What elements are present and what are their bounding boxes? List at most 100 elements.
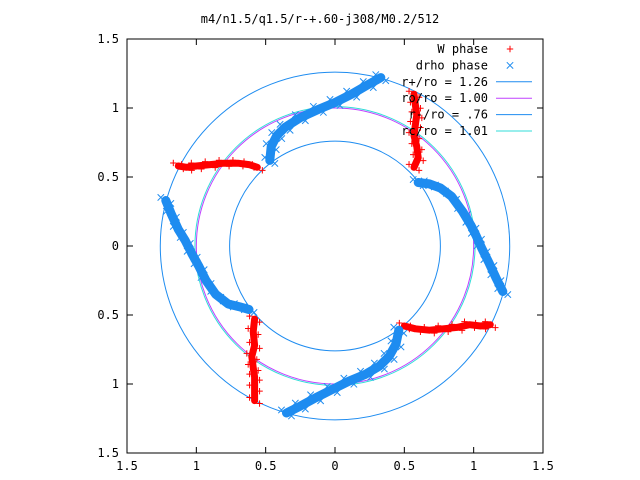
data-point-1-2-1-a <box>387 337 395 345</box>
data-point-1-1-6-b <box>477 235 485 243</box>
data-point-1-3-5-b <box>200 266 208 274</box>
data-point-1-3-2-a <box>219 297 227 305</box>
data-point-1-1-7-a <box>473 242 481 250</box>
data-point-1-3-6-b <box>193 253 201 261</box>
data-point-0-1-7-a <box>170 159 177 167</box>
data-point-1-0-8-a <box>359 77 367 86</box>
point-series-0 <box>170 88 499 407</box>
data-point-1-2-8-b <box>301 405 309 413</box>
data-point-1-1-1-b <box>430 183 438 191</box>
data-point-1-0-9-b <box>382 77 390 85</box>
data-point-1-1-7-b <box>483 248 491 256</box>
data-point-0-1-0-a <box>249 161 256 168</box>
data-point-1-2-6-a <box>323 382 331 391</box>
data-point-1-3-4-a <box>197 273 205 282</box>
circle-series-2 <box>229 140 441 352</box>
y-tick-label-0: 1.5 <box>97 32 119 46</box>
data-point-1-0-0-b <box>271 159 279 167</box>
legend-marker-0 <box>506 45 514 53</box>
data-point-0-0-4-a <box>405 129 413 136</box>
data-point-1-1-0-a <box>409 175 417 184</box>
data-point-0-1-6-a <box>178 161 185 168</box>
data-point-0-1-5-a <box>188 159 195 167</box>
data-point-0-3-6-b <box>482 325 489 333</box>
data-point-0-1-7-b <box>180 165 187 173</box>
data-point-0-0-3-a <box>407 118 414 125</box>
arc-band-0-3 <box>400 321 494 334</box>
data-point-0-0-7-b <box>415 167 423 174</box>
legend-label-3: ro/ro = 1.00 <box>401 91 488 105</box>
data-point-1-0-6-a <box>326 95 334 104</box>
data-point-0-0-2-a <box>408 108 416 116</box>
y-tick-label-1: 1 <box>112 101 119 115</box>
data-point-1-2-0-b <box>400 329 408 337</box>
ticks-layer: 1.5 1 0.5 0 0.5 1 1.51.510.500.511.5 <box>97 32 554 473</box>
data-point-0-2-2-a <box>246 339 253 346</box>
data-point-0-2-7-b <box>256 400 263 407</box>
data-point-0-0-1-b <box>417 105 424 112</box>
data-point-1-1-10-a <box>494 284 502 293</box>
data-point-1-3-0-a <box>240 302 248 311</box>
data-point-0-3-3-a <box>434 322 442 329</box>
data-point-1-1-3-b <box>452 195 461 203</box>
data-point-1-0-6-b <box>336 101 344 110</box>
points-layer <box>157 71 512 420</box>
data-point-1-1-10-b <box>504 290 512 299</box>
y-tick-label-6: 1.5 <box>97 446 119 460</box>
y-tick-label-3: 0 <box>112 239 119 253</box>
data-point-1-3-9-a <box>162 207 170 215</box>
data-point-1-3-0-b <box>250 308 258 317</box>
data-point-0-0-7-a <box>405 161 413 168</box>
legend-label-1: drho phase <box>416 58 488 72</box>
data-point-1-2-3-a <box>370 359 378 367</box>
data-point-1-2-1-b <box>397 343 405 351</box>
data-point-1-0-7-a <box>343 87 351 95</box>
arc-band-1-3 <box>161 196 254 314</box>
data-point-1-1-2-b <box>441 187 449 195</box>
arc-band-1-0 <box>265 73 386 165</box>
data-point-1-2-6-b <box>333 388 341 397</box>
data-point-0-1-2-a <box>229 157 237 164</box>
x-tick-label-2: 0.5 <box>255 459 277 473</box>
data-point-0-1-4-a <box>202 158 209 165</box>
data-point-1-2-4-a <box>356 367 365 375</box>
x-tick-label-5: 1 <box>470 459 477 473</box>
data-point-1-0-5-a <box>309 102 317 110</box>
data-point-0-3-3-b <box>444 328 452 335</box>
data-point-1-3-8-b <box>179 228 187 236</box>
data-point-0-3-0-a <box>396 319 403 327</box>
data-point-0-2-6-b <box>256 387 263 395</box>
data-point-1-1-9-a <box>487 271 495 279</box>
x-tick-label-0: 1.5 <box>116 459 138 473</box>
data-point-0-0-5-b <box>418 146 426 153</box>
data-point-1-3-4-b <box>207 279 215 288</box>
data-point-1-3-10-a <box>157 193 165 202</box>
x-tick-label-4: 0.5 <box>393 459 415 473</box>
data-point-1-0-4-a <box>291 111 299 119</box>
data-point-1-3-7-b <box>186 239 194 248</box>
data-point-0-3-1-a <box>407 322 414 329</box>
legend-label-5: rc/ro = 1.01 <box>401 124 488 138</box>
data-point-1-2-3-b <box>380 365 388 373</box>
data-point-0-2-0-a <box>246 312 253 320</box>
data-point-0-1-1-b <box>250 164 258 171</box>
data-point-1-3-10-b <box>167 199 175 208</box>
data-point-0-0-2-b <box>418 114 426 122</box>
chart-title: m4/n1.5/q1.5/r-+.60-j308/M0.2/512 <box>201 12 439 26</box>
data-point-1-3-7-a <box>176 233 184 242</box>
data-point-0-1-3-b <box>225 163 233 170</box>
data-point-0-3-7-b <box>492 324 499 331</box>
data-point-1-0-5-b <box>319 108 327 116</box>
data-point-1-2-9-b <box>287 412 296 420</box>
data-point-0-2-4-b <box>254 367 262 374</box>
data-point-0-2-5-b <box>256 376 263 384</box>
data-point-0-3-4-a <box>448 321 456 328</box>
x-tick-label-3: 0 <box>331 459 338 473</box>
data-point-0-1-0-b <box>259 167 266 174</box>
data-point-1-2-4-b <box>366 373 375 381</box>
arc-band-0-1 <box>174 159 261 171</box>
data-point-1-1-2-a <box>431 181 439 189</box>
data-point-1-0-3-a <box>276 120 284 128</box>
data-point-1-2-0-a <box>390 323 398 331</box>
